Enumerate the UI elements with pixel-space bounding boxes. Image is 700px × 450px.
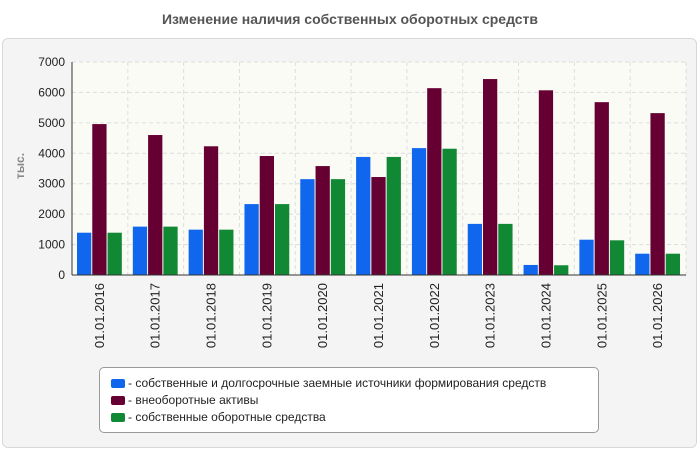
bar [467,223,482,275]
bar [356,156,371,275]
bar [219,229,234,275]
x-tick-label: 01.01.2019 [259,283,274,348]
bar [635,253,650,275]
bar [609,240,625,275]
x-tick-label: 01.01.2022 [427,283,442,348]
bar [330,179,346,275]
axes: 0 1000 2000 3000 4000 5000 6000 7000 01.01.2016 0… [38,55,686,348]
bar [148,135,163,275]
y-tick-label: 4000 [38,146,65,160]
x-tick-label: 01.01.2025 [594,283,609,348]
legend-label: - собственные и долгосрочные заемные ист… [128,376,547,390]
bar [315,166,330,275]
legend-label: - внеоборотные активы [128,393,259,407]
y-tick-label: 3000 [38,177,65,191]
x-tick-label: 01.01.2018 [204,283,219,348]
legend-swatch [111,378,125,388]
legend-item: - собственные оборотные средства [111,409,326,425]
bar [498,223,513,275]
bar [77,232,92,275]
bar [579,239,594,275]
bar [554,265,569,275]
bar [188,229,203,275]
bar [244,204,259,275]
bar [92,124,107,276]
y-tick-label: 5000 [38,116,65,130]
bar [371,177,386,275]
legend-item: - внеоборотные активы [111,392,258,408]
x-tick-label: 01.01.2016 [92,283,107,348]
bar [163,226,178,275]
legend-label: - собственные оборотные средства [128,410,326,424]
x-tick-label: 01.01.2021 [371,283,386,348]
bar [203,146,219,275]
x-tick-label: 01.01.2020 [315,283,330,348]
x-tick-label: 01.01.2023 [483,283,498,348]
x-tick-label: 01.01.2026 [650,283,665,348]
bar [483,79,498,275]
chart-title: Изменение наличия собственных оборотных … [161,11,539,27]
x-tick-label: 01.01.2024 [538,283,553,348]
bar [300,179,315,275]
bar [275,204,290,275]
bar [650,113,665,276]
bar [594,102,609,275]
bar [427,88,442,275]
y-tick-label: 7000 [38,55,65,69]
bar [132,226,148,275]
bar [411,148,427,275]
chart-legend: - собственные и долгосрочные заемные ист… [99,367,599,433]
legend-swatch [111,412,125,422]
y-tick-label: 6000 [38,85,65,99]
bar [523,264,538,275]
bar [538,90,554,275]
legend-swatch [111,395,125,405]
bar [386,156,401,275]
bar [107,232,122,275]
y-axis-label: тыс. [13,153,27,179]
y-tick-label: 1000 [38,238,65,252]
y-tick-label: 0 [58,268,65,282]
bar [259,156,274,275]
x-tick-label: 01.01.2017 [148,283,163,348]
legend-item: - собственные и долгосрочные заемные ист… [111,375,546,391]
y-tick-label: 2000 [38,207,65,221]
bars [77,79,680,276]
bar [665,253,680,275]
bar [442,148,457,275]
